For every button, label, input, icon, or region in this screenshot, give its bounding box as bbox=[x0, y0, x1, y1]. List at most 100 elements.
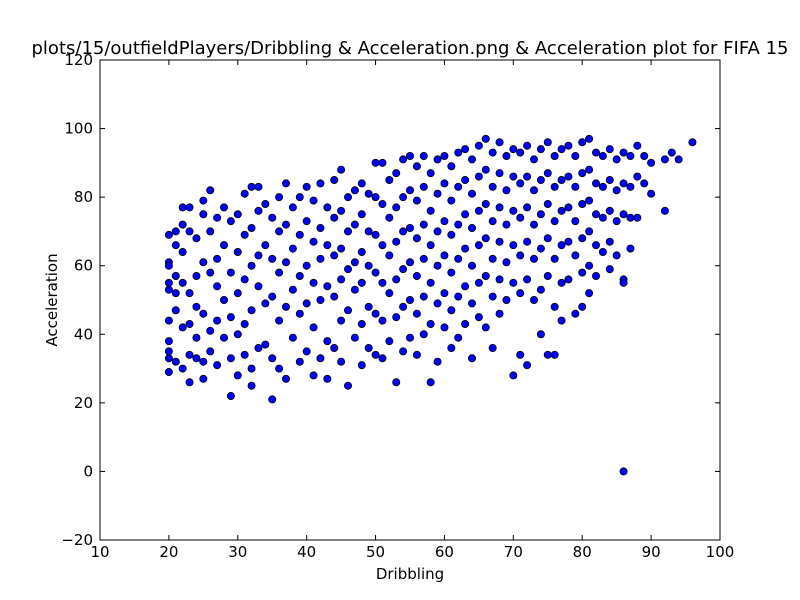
scatter-point bbox=[412, 196, 421, 205]
scatter-point bbox=[254, 343, 263, 352]
scatter-point bbox=[488, 217, 497, 226]
scatter-point bbox=[281, 302, 290, 311]
scatter-point bbox=[605, 206, 614, 215]
scatter-point bbox=[405, 223, 414, 232]
scatter-point bbox=[502, 186, 511, 195]
scatter-point bbox=[419, 330, 428, 339]
scatter-point bbox=[302, 299, 311, 308]
scatter-point bbox=[378, 158, 387, 167]
scatter-point bbox=[495, 275, 504, 284]
x-tick-label: 40 bbox=[297, 543, 316, 561]
scatter-point bbox=[426, 278, 435, 287]
scatter-point bbox=[426, 206, 435, 215]
x-tick-label: 80 bbox=[573, 543, 592, 561]
scatter-point bbox=[199, 309, 208, 318]
scatter-point bbox=[213, 282, 222, 291]
scatter-point bbox=[612, 251, 621, 260]
scatter-point bbox=[488, 292, 497, 301]
scatter-point bbox=[316, 179, 325, 188]
scatter-point bbox=[474, 241, 483, 250]
scatter-point bbox=[619, 210, 628, 219]
scatter-point bbox=[206, 347, 215, 356]
scatter-point bbox=[564, 172, 573, 181]
scatter-point bbox=[440, 217, 449, 226]
scatter-point bbox=[612, 155, 621, 164]
scatter-point bbox=[592, 241, 601, 250]
scatter-point bbox=[392, 378, 401, 387]
scatter-point bbox=[474, 278, 483, 287]
scatter-point bbox=[605, 175, 614, 184]
scatter-point bbox=[605, 265, 614, 274]
scatter-point bbox=[536, 210, 545, 219]
scatter-point bbox=[192, 234, 201, 243]
scatter-point bbox=[254, 206, 263, 215]
scatter-point bbox=[598, 151, 607, 160]
scatter-point bbox=[323, 374, 332, 383]
scatter-point bbox=[337, 275, 346, 284]
scatter-point bbox=[557, 175, 566, 184]
scatter-point bbox=[275, 227, 284, 236]
scatter-point bbox=[578, 138, 587, 147]
scatter-point bbox=[350, 186, 359, 195]
scatter-point bbox=[612, 217, 621, 226]
y-axis: −20 0 20 40 60 80 100 120 bbox=[61, 51, 720, 549]
scatter-point bbox=[185, 203, 194, 212]
scatter-point bbox=[206, 227, 215, 236]
scatter-point bbox=[557, 206, 566, 215]
scatter-point bbox=[164, 337, 173, 346]
scatter-point bbox=[557, 241, 566, 250]
scatter-point bbox=[350, 258, 359, 267]
scatter-point bbox=[426, 319, 435, 328]
x-tick-label: 100 bbox=[706, 543, 735, 561]
scatter-point bbox=[295, 230, 304, 239]
scatter-point bbox=[405, 258, 414, 267]
scatter-point bbox=[206, 268, 215, 277]
scatter-point bbox=[461, 175, 470, 184]
scatter-point bbox=[268, 395, 277, 404]
scatter-point bbox=[405, 186, 414, 195]
scatter-point bbox=[516, 289, 525, 298]
scatter-point bbox=[343, 193, 352, 202]
scatter-point bbox=[598, 182, 607, 191]
scatter-point bbox=[564, 203, 573, 212]
scatter-point bbox=[440, 151, 449, 160]
scatter-point bbox=[640, 179, 649, 188]
scatter-point bbox=[295, 309, 304, 318]
y-tick-label: 100 bbox=[64, 120, 93, 138]
scatter-point bbox=[350, 285, 359, 294]
scatter-point bbox=[295, 357, 304, 366]
x-tick-label: 20 bbox=[159, 543, 178, 561]
scatter-point bbox=[385, 175, 394, 184]
scatter-point bbox=[557, 316, 566, 325]
scatter-point bbox=[233, 330, 242, 339]
scatter-point bbox=[467, 155, 476, 164]
scatter-point bbox=[619, 179, 628, 188]
scatter-point bbox=[571, 182, 580, 191]
y-tick-label: 0 bbox=[83, 462, 93, 480]
scatter-point bbox=[543, 199, 552, 208]
scatter-point bbox=[213, 316, 222, 325]
scatter-point bbox=[550, 151, 559, 160]
scatter-point bbox=[364, 261, 373, 270]
scatter-point bbox=[199, 258, 208, 267]
scatter-point bbox=[516, 148, 525, 157]
scatter-point bbox=[405, 295, 414, 304]
scatter-point bbox=[433, 227, 442, 236]
scatter-point bbox=[523, 237, 532, 246]
scatter-point bbox=[371, 350, 380, 359]
scatter-point bbox=[461, 145, 470, 154]
scatter-point bbox=[536, 175, 545, 184]
scatter-point bbox=[592, 271, 601, 280]
scatter-point bbox=[219, 203, 228, 212]
scatter-point bbox=[557, 145, 566, 154]
scatter-point bbox=[626, 151, 635, 160]
scatter-point bbox=[592, 210, 601, 219]
scatter-point bbox=[412, 271, 421, 280]
scatter-point bbox=[281, 258, 290, 267]
scatter-point bbox=[337, 206, 346, 215]
scatter-point bbox=[302, 182, 311, 191]
scatter-point bbox=[371, 309, 380, 318]
scatter-point bbox=[674, 155, 683, 164]
scatter-point bbox=[412, 162, 421, 171]
scatter-point bbox=[337, 316, 346, 325]
